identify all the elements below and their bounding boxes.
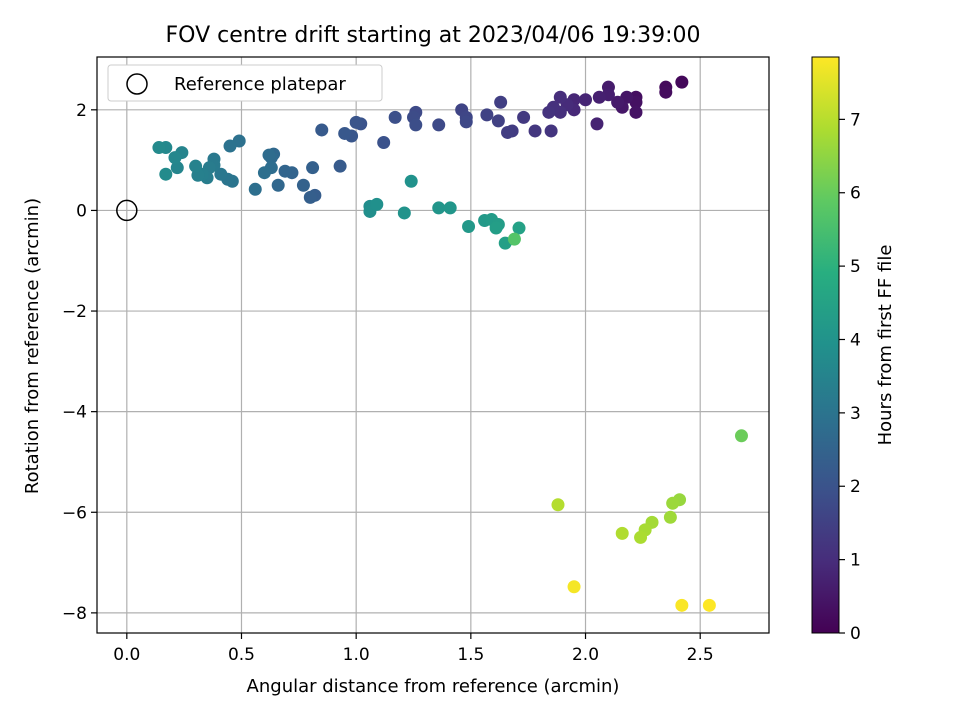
data-point	[170, 161, 184, 175]
data-point	[579, 93, 593, 107]
colorbar-tick-label: 5	[850, 257, 861, 277]
data-point	[152, 141, 166, 155]
data-point	[634, 530, 648, 544]
data-point	[432, 118, 446, 132]
legend: Reference platepar	[107, 64, 383, 102]
y-tick-label: 2	[76, 101, 87, 121]
x-tick-label: 2.5	[687, 645, 714, 665]
x-tick-label: 0.0	[113, 645, 140, 665]
data-point	[459, 115, 473, 129]
data-point	[675, 598, 689, 612]
colorbar-tick-label: 3	[850, 404, 861, 424]
legend-box	[107, 64, 383, 102]
data-point	[377, 136, 391, 150]
y-tick-label: −8	[62, 604, 87, 624]
data-point	[659, 85, 673, 99]
x-tick-label: 1.0	[343, 645, 370, 665]
data-point	[489, 221, 503, 235]
data-point	[397, 206, 411, 220]
y-axis-ticks: 2 0 −2 −4 −6 −8	[62, 101, 97, 624]
data-point	[542, 105, 556, 119]
scatter-points	[152, 75, 748, 612]
data-point	[512, 221, 526, 235]
data-point	[262, 148, 276, 162]
data-point	[629, 105, 643, 119]
data-point	[159, 167, 173, 181]
axes-frame	[96, 56, 770, 634]
data-point	[315, 123, 329, 137]
data-point	[553, 90, 567, 104]
data-point	[528, 124, 542, 138]
data-point	[248, 182, 262, 196]
data-point	[257, 166, 271, 180]
data-point	[567, 580, 581, 594]
data-point	[592, 90, 606, 104]
data-point	[462, 220, 476, 234]
y-tick-label: −4	[62, 403, 87, 423]
data-point	[338, 126, 352, 140]
grid-lines	[97, 57, 769, 633]
data-point	[734, 429, 748, 443]
data-point	[544, 124, 558, 138]
data-point	[491, 114, 505, 128]
x-axis-label: Angular distance from reference (arcmin)	[247, 676, 620, 697]
data-point	[494, 95, 508, 109]
x-axis-ticks: 0.0 0.5 1.0 1.5 2.0 2.5	[113, 633, 714, 665]
colorbar-label: Hours from first FF file	[875, 245, 896, 446]
data-point	[507, 232, 521, 246]
colorbar-tick-label: 0	[850, 624, 861, 644]
data-point	[480, 108, 494, 122]
data-point	[388, 110, 402, 124]
data-point	[404, 174, 418, 188]
chart-title: FOV centre drift starting at 2023/04/06 …	[166, 23, 701, 48]
data-point	[611, 95, 625, 109]
data-point	[271, 178, 285, 192]
colorbar-ticks: 0 1 2 3 4 5 6 7	[839, 110, 861, 644]
x-tick-label: 0.5	[228, 645, 255, 665]
data-point	[675, 75, 689, 89]
colorbar: 0 1 2 3 4 5 6 7 Hours from first FF file	[811, 56, 896, 644]
data-point	[590, 117, 604, 131]
colorbar-tick-label: 6	[850, 184, 861, 204]
data-point	[370, 197, 384, 211]
reference-point	[116, 199, 138, 222]
colorbar-tick-label: 2	[850, 477, 861, 497]
data-point	[189, 159, 203, 173]
colorbar-tick-label: 7	[850, 110, 861, 130]
data-point	[432, 201, 446, 215]
data-point	[663, 510, 677, 524]
y-tick-label: 0	[76, 201, 87, 221]
legend-label: Reference platepar	[174, 74, 346, 95]
data-point	[702, 598, 716, 612]
legend-marker	[126, 73, 148, 95]
data-point	[303, 190, 317, 204]
data-point	[223, 139, 237, 153]
data-point	[306, 161, 320, 175]
data-point	[168, 151, 182, 165]
data-point	[349, 115, 363, 129]
data-point	[501, 125, 515, 139]
data-point	[666, 496, 680, 510]
data-point	[409, 118, 423, 132]
data-point	[214, 167, 228, 181]
data-point	[443, 201, 457, 215]
colorbar-gradient	[811, 56, 840, 634]
data-point	[278, 164, 292, 178]
y-tick-label: −6	[62, 503, 87, 523]
reference-marker	[116, 199, 138, 222]
y-axis-label: Rotation from reference (arcmin)	[22, 198, 43, 494]
data-point	[551, 498, 565, 512]
colorbar-tick-label: 1	[850, 551, 861, 571]
data-point	[615, 526, 629, 540]
x-tick-label: 1.5	[457, 645, 484, 665]
y-tick-label: −2	[62, 302, 87, 322]
colorbar-tick-label: 4	[850, 330, 861, 350]
x-tick-label: 2.0	[572, 645, 599, 665]
data-point	[333, 159, 347, 173]
data-point	[296, 178, 310, 192]
data-point	[517, 110, 531, 124]
